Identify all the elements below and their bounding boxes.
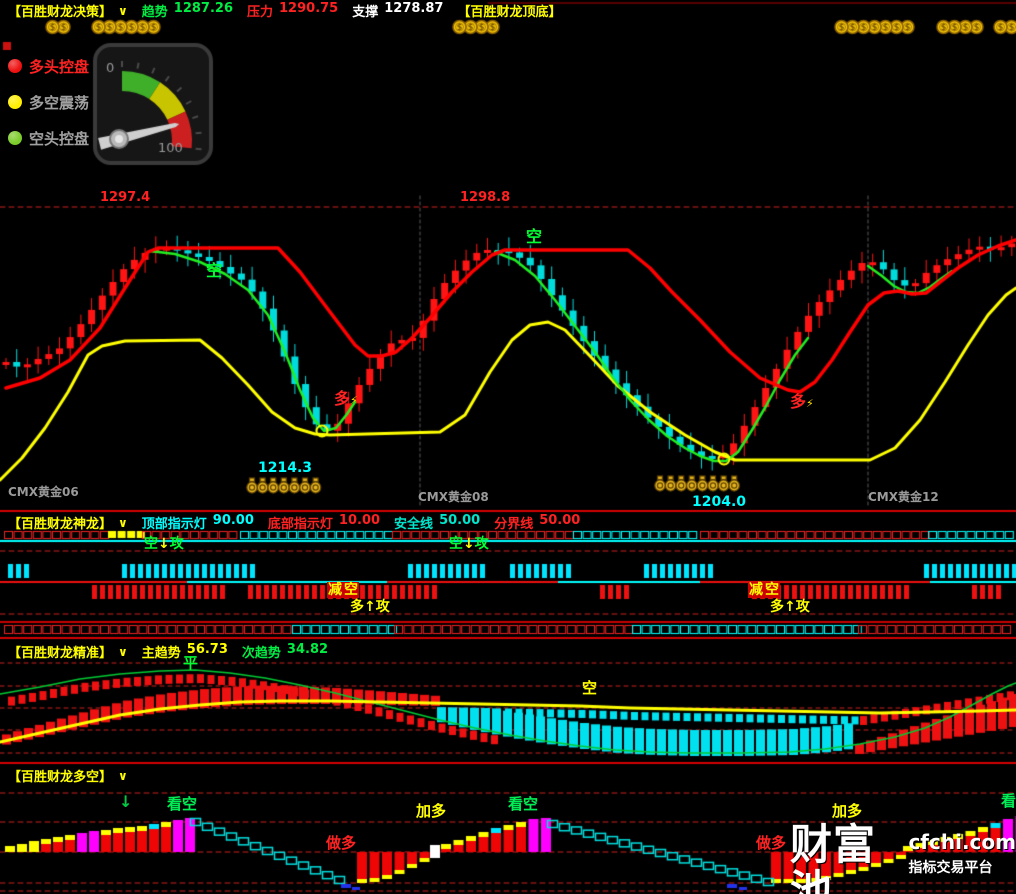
bottom-light-value: 10.00 (338, 513, 381, 528)
legend-item-bull: 多头控盘 (8, 48, 89, 84)
panel1-title[interactable]: 【百胜财龙决策】 (8, 5, 113, 20)
panel2-title[interactable]: 【百胜财龙神龙】 (8, 517, 113, 532)
top-light-field: 顶部指示灯 90.00 (142, 513, 254, 532)
support-field: 支撑 1278.87 (352, 1, 443, 20)
neutral-dot-icon (8, 95, 22, 109)
panel3-header: 【百胜财龙精准】 ∨ 主趋势 56.73 次趋势 34.82 (8, 642, 328, 661)
panel4-header: 【百胜财龙多空】 ∨ (8, 766, 128, 786)
panel1-secondary-title[interactable]: 【百胜财龙顶底】 (457, 5, 562, 20)
bear-dot-icon (8, 131, 22, 145)
chevron-down-icon[interactable]: ∨ (118, 3, 128, 18)
chevron-down-icon[interactable]: ∨ (118, 768, 128, 783)
legend-label-bull: 多头控盘 (29, 57, 90, 76)
pressure-value: 1290.75 (279, 1, 339, 16)
panel2-header: 【百胜财龙神龙】 ∨ 顶部指示灯 90.00 底部指示灯 10.00 安全线 5… (8, 513, 580, 532)
legend-item-bear: 空头控盘 (8, 120, 89, 156)
safety-line-value: 50.00 (439, 513, 481, 528)
trend-value: 1287.26 (173, 1, 233, 16)
divider-line-field: 分界线 50.00 (494, 513, 580, 532)
panel1-header: 【百胜财龙决策】 ∨ 趋势 1287.26 压力 1290.75 支撑 1278… (8, 1, 561, 20)
main-trend-value: 56.73 (186, 642, 228, 657)
watermark-tagline: 指标交易平台 (908, 860, 993, 876)
bull-dot-icon (8, 59, 22, 73)
legend-item-neutral: 多空震荡 (8, 84, 89, 120)
legend-label-bear: 空头控盘 (29, 129, 90, 148)
top-light-value: 90.00 (212, 513, 254, 528)
bottom-light-field: 底部指示灯 10.00 (268, 513, 380, 532)
safety-line-label: 安全线 (394, 517, 434, 532)
divider-line-value: 50.00 (539, 513, 581, 528)
main-trend-label: 主趋势 (141, 646, 181, 661)
trend-field: 趋势 1287.26 (142, 1, 233, 20)
sub-trend-value: 34.82 (286, 642, 329, 657)
safety-line-field: 安全线 50.00 (394, 513, 480, 532)
support-value: 1278.87 (384, 1, 444, 16)
support-label: 支撑 (352, 5, 379, 20)
trend-label: 趋势 (141, 5, 168, 20)
pressure-field: 压力 1290.75 (247, 1, 338, 20)
sub-trend-field: 次趋势 34.82 (242, 642, 328, 661)
top-light-label: 顶部指示灯 (141, 517, 207, 532)
pressure-label: 压力 (247, 5, 274, 20)
sub-trend-label: 次趋势 (241, 646, 281, 661)
bottom-light-label: 底部指示灯 (267, 517, 333, 532)
legend-label-neutral: 多空震荡 (29, 93, 90, 112)
divider-line-label: 分界线 (494, 517, 534, 532)
main-trend-field: 主趋势 56.73 (142, 642, 228, 661)
chevron-down-icon[interactable]: ∨ (118, 515, 128, 530)
panel3-title[interactable]: 【百胜财龙精准】 (8, 646, 113, 661)
watermark: 财富池 cfchi.com 指标交易平台 (790, 820, 1016, 894)
gauge-legend: 多头控盘 多空震荡 空头控盘 (8, 48, 89, 156)
panel4-title[interactable]: 【百胜财龙多空】 (8, 770, 113, 785)
watermark-brand: 财富池 (790, 820, 877, 894)
chevron-down-icon[interactable]: ∨ (118, 644, 128, 659)
watermark-domain: cfchi.com (908, 830, 1016, 854)
